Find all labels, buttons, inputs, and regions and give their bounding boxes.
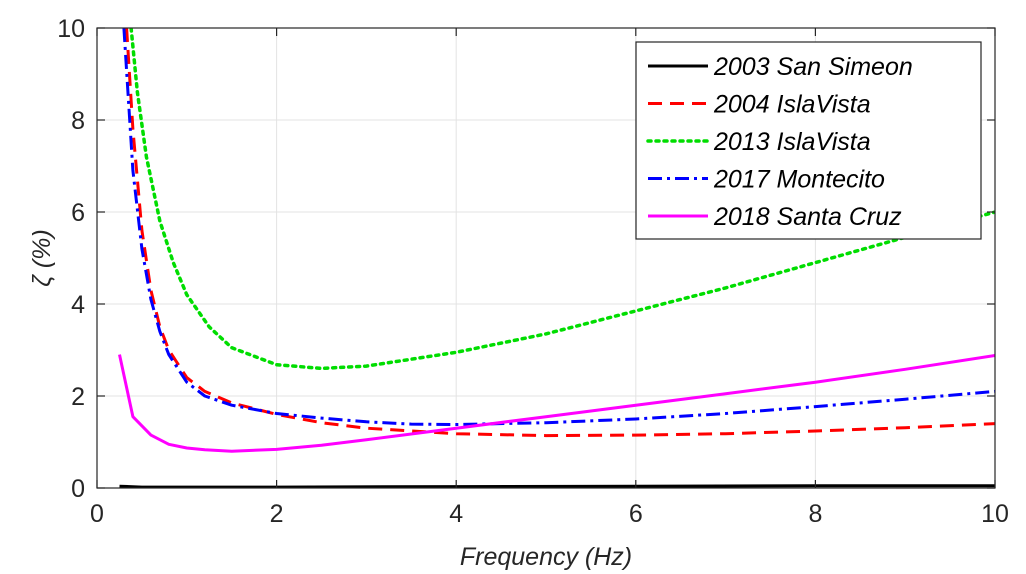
legend-box [635, 41, 982, 240]
x-axis-title: Frequency (Hz) [460, 543, 632, 571]
x-tick-label: 2 [270, 500, 284, 528]
series-line-4 [122, 28, 995, 426]
x-tick-label: 4 [449, 500, 463, 528]
legend-label-5: 2018 Santa Cruz [713, 203, 902, 231]
y-tick-label: 10 [57, 15, 85, 43]
legend-label-3: 2013 IslaVista [713, 128, 871, 156]
y-tick-label: 4 [71, 291, 85, 319]
axis-ticks: 0 2 4 6 8 10 0 2 4 6 8 10 [57, 15, 1009, 528]
series-line-1 [119, 484, 995, 488]
series-line-5 [118, 354, 995, 453]
x-tick-label: 8 [808, 500, 822, 528]
legend-label-1: 2003 San Simeon [713, 53, 913, 81]
y-axis-title: ζ (%) [28, 229, 56, 286]
plot-frame [96, 27, 996, 489]
x-tick-label: 0 [90, 500, 104, 528]
legend-label-4: 2017 Montecito [713, 166, 885, 194]
series-line-3 [129, 28, 995, 371]
y-tick-label: 6 [71, 199, 85, 227]
y-tick-label: 2 [71, 383, 85, 411]
series-lines [118, 28, 995, 488]
x-tick-label: 10 [981, 500, 1009, 528]
x-tick-label: 6 [629, 500, 643, 528]
legend: 2003 San Simeon 2004 IslaVista 2013 IslaVi… [635, 41, 982, 240]
y-tick-label: 8 [71, 107, 85, 135]
y-tick-label: 0 [71, 475, 85, 503]
series-line-2 [125, 28, 995, 438]
legend-label-2: 2004 IslaVista [713, 91, 871, 119]
